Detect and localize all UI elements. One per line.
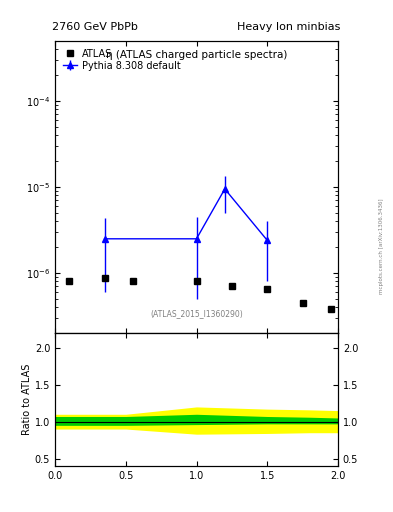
ATLAS bbox=[130, 279, 135, 285]
Line: ATLAS: ATLAS bbox=[66, 275, 334, 312]
Text: (ATLAS_2015_I1360290): (ATLAS_2015_I1360290) bbox=[150, 310, 243, 318]
Text: mcplots.cern.ch [arXiv:1306.3436]: mcplots.cern.ch [arXiv:1306.3436] bbox=[379, 198, 384, 293]
ATLAS bbox=[102, 275, 107, 281]
Text: Heavy Ion minbias: Heavy Ion minbias bbox=[237, 22, 341, 32]
ATLAS bbox=[67, 279, 72, 285]
Y-axis label: Ratio to ATLAS: Ratio to ATLAS bbox=[22, 364, 32, 435]
ATLAS bbox=[230, 283, 234, 289]
Text: η (ATLAS charged particle spectra): η (ATLAS charged particle spectra) bbox=[106, 50, 287, 60]
Legend: ATLAS, Pythia 8.308 default: ATLAS, Pythia 8.308 default bbox=[60, 46, 184, 74]
Text: 2760 GeV PbPb: 2760 GeV PbPb bbox=[52, 22, 138, 32]
ATLAS bbox=[329, 306, 333, 312]
ATLAS bbox=[265, 286, 270, 292]
ATLAS bbox=[194, 279, 199, 285]
ATLAS bbox=[300, 300, 305, 306]
